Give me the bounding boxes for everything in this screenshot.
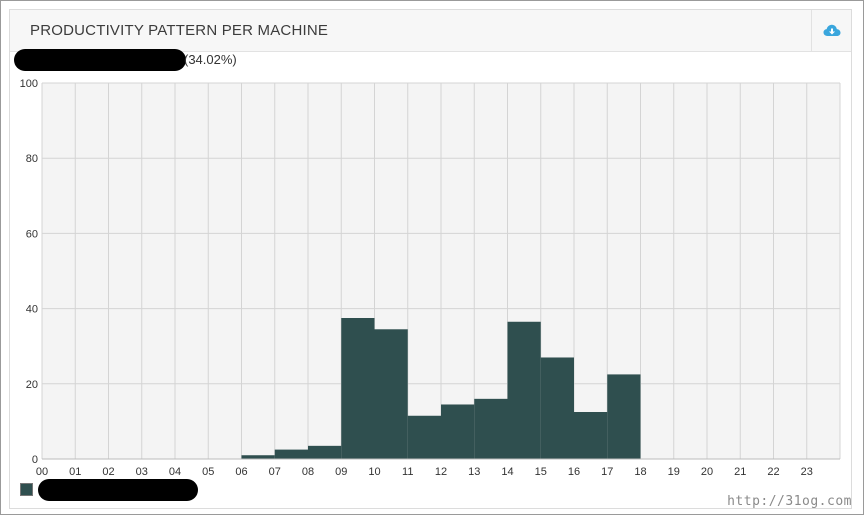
- x-tick-label: 21: [734, 466, 746, 478]
- redacted-legend-label: [38, 479, 198, 501]
- redacted-machine-name: [14, 49, 186, 71]
- x-tick-label: 14: [501, 466, 513, 478]
- x-tick-label: 11: [402, 466, 413, 478]
- bar-15[interactable]: [540, 357, 574, 459]
- x-tick-label: 15: [535, 466, 547, 478]
- x-tick-label: 12: [435, 466, 447, 478]
- x-tick-label: 08: [302, 466, 314, 478]
- x-tick-label: 05: [202, 466, 214, 478]
- x-tick-label: 18: [634, 466, 646, 478]
- x-tick-label: 13: [468, 466, 480, 478]
- legend-swatch[interactable]: [20, 483, 33, 496]
- bar-10[interactable]: [374, 329, 408, 459]
- panel-header: PRODUCTIVITY PATTERN PER MACHINE: [10, 10, 851, 52]
- x-tick-label: 07: [269, 466, 281, 478]
- x-tick-label: 23: [801, 466, 813, 478]
- cloud-download-icon: [823, 24, 840, 36]
- x-tick-label: 22: [767, 466, 779, 478]
- y-tick-label: 60: [26, 228, 38, 240]
- bar-11[interactable]: [407, 415, 441, 459]
- bar-08[interactable]: [308, 445, 342, 459]
- y-tick-label: 20: [26, 379, 38, 391]
- y-tick-label: 0: [32, 454, 38, 466]
- bar-06[interactable]: [241, 455, 275, 459]
- x-tick-label: 16: [568, 466, 580, 478]
- y-tick-label: 40: [26, 304, 38, 316]
- bar-13[interactable]: [474, 398, 508, 459]
- watermark: http://31og.com: [727, 494, 852, 509]
- bar-17[interactable]: [607, 374, 641, 459]
- x-tick-label: 10: [368, 466, 380, 478]
- bar-07[interactable]: [274, 449, 308, 459]
- bar-14[interactable]: [507, 321, 541, 459]
- x-tick-label: 20: [701, 466, 713, 478]
- bar-09[interactable]: [341, 318, 375, 459]
- download-button[interactable]: [811, 10, 851, 51]
- x-tick-label: 04: [169, 466, 181, 478]
- y-tick-label: 80: [26, 153, 38, 165]
- subtitle-percent: (34.02%): [184, 52, 237, 67]
- x-tick-label: 00: [36, 466, 48, 478]
- bar-12[interactable]: [441, 404, 475, 459]
- x-tick-label: 17: [601, 466, 613, 478]
- x-tick-label: 02: [102, 466, 114, 478]
- y-tick-label: 100: [20, 78, 38, 90]
- x-tick-label: 01: [69, 466, 81, 478]
- bar-16[interactable]: [574, 412, 608, 459]
- x-tick-label: 06: [235, 466, 247, 478]
- x-tick-label: 19: [668, 466, 680, 478]
- panel-title: PRODUCTIVITY PATTERN PER MACHINE: [30, 22, 329, 39]
- x-tick-label: 09: [335, 466, 347, 478]
- x-tick-label: 03: [136, 466, 148, 478]
